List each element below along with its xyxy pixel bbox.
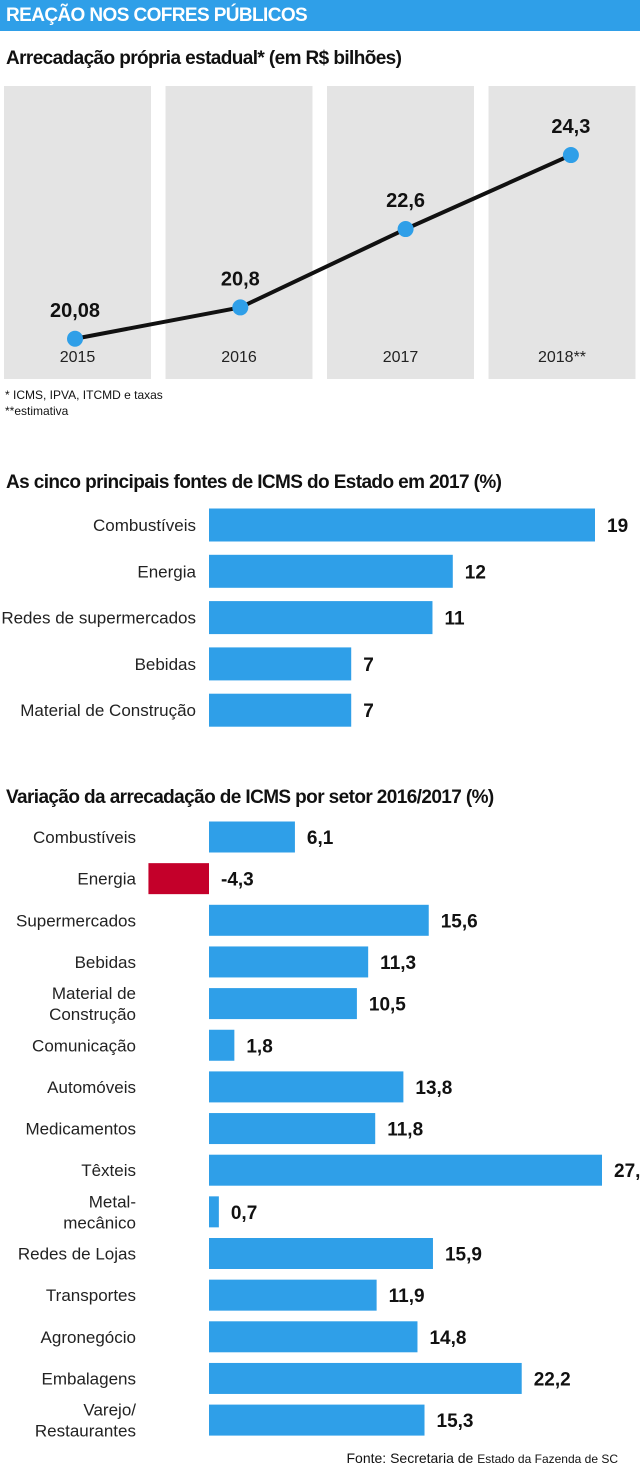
variation-title: Variação da arrecadação de ICMS por seto… xyxy=(6,787,494,808)
value-label: 7 xyxy=(363,655,374,676)
data-point xyxy=(232,299,249,316)
bar xyxy=(209,988,357,1020)
category-label: Combustíveis xyxy=(93,516,196,535)
value-label: 14,8 xyxy=(429,1328,466,1349)
category-label: Automóveis xyxy=(47,1078,136,1097)
value-label: 6,1 xyxy=(307,828,334,849)
value-label: -4,3 xyxy=(221,870,254,891)
value-label: 10,5 xyxy=(369,995,406,1016)
bar xyxy=(209,508,595,542)
value-label: 19 xyxy=(607,516,628,537)
category-label: Material de Construção xyxy=(20,701,196,720)
header-title: REAÇÃO NOS COFRES PÚBLICOS xyxy=(6,5,308,26)
x-tick-label: 2015 xyxy=(60,349,96,366)
source-note: Fonte: Secretaria de Estado da Fazenda d… xyxy=(346,1450,618,1466)
bar xyxy=(209,1071,404,1103)
bar xyxy=(209,647,352,681)
value-label: 11 xyxy=(444,609,465,630)
bar xyxy=(209,904,429,936)
value-label: 13,8 xyxy=(415,1078,452,1099)
bar xyxy=(209,1113,376,1145)
category-label: Redes de Lojas xyxy=(18,1245,136,1264)
bar xyxy=(209,1321,418,1353)
data-point xyxy=(67,330,83,347)
data-label: 20,08 xyxy=(50,300,100,322)
bar xyxy=(209,554,453,588)
category-label: Transportes xyxy=(46,1286,136,1305)
x-tick-label: 2016 xyxy=(221,349,257,366)
category-label: Energia xyxy=(77,870,136,889)
value-label: 11,8 xyxy=(387,1120,423,1141)
category-label: Agronegócio xyxy=(41,1328,136,1347)
category-label: Metal-mecânico xyxy=(63,1192,136,1232)
category-label: Embalagens xyxy=(41,1369,136,1388)
data-label: 24,3 xyxy=(551,116,590,138)
bar xyxy=(209,1238,433,1269)
category-label: Têxteis xyxy=(81,1161,136,1180)
top-sources-chart: 19 Combustíveis 12 Energia 11 Redes de superm… xyxy=(1,508,628,727)
source-prefix: Fonte: Secretaria de xyxy=(346,1450,474,1466)
value-label: 12 xyxy=(465,562,486,583)
bar xyxy=(209,1279,377,1311)
bar xyxy=(209,821,295,853)
category-label: Bebidas xyxy=(75,953,136,972)
value-label: 0,7 xyxy=(231,1203,257,1224)
value-label: 15,9 xyxy=(445,1245,482,1266)
bar xyxy=(209,1154,602,1186)
note-2: **estimativa xyxy=(5,404,69,418)
category-label: Redes de supermercados xyxy=(1,609,196,628)
x-tick-label: 2018** xyxy=(538,349,586,366)
category-label: Supermercados xyxy=(16,911,136,930)
data-label: 22,6 xyxy=(386,190,425,212)
value-label: 1,8 xyxy=(246,1036,272,1057)
series-line xyxy=(74,153,572,341)
x-tick-label: 2017 xyxy=(383,349,419,366)
data-point xyxy=(397,221,414,238)
category-label: Medicamentos xyxy=(25,1120,136,1139)
value-label: 11,3 xyxy=(380,953,416,974)
variation-chart: 6,1 Combustíveis -4,3 Energia 15,6 Supermerca… xyxy=(16,821,640,1441)
bar xyxy=(209,1029,235,1061)
bar xyxy=(209,693,352,727)
value-label: 22,2 xyxy=(534,1369,571,1390)
year-panel xyxy=(165,86,313,379)
category-label: Comunicação xyxy=(32,1036,136,1055)
value-label: 7 xyxy=(363,701,374,722)
source-rest: Estado da Fazenda de SC xyxy=(477,1452,618,1466)
line-chart-notes: * ICMS, IPVA, ITCMD e taxas **estimativa xyxy=(5,387,163,419)
value-label: 15,3 xyxy=(437,1411,474,1432)
value-label: 11,9 xyxy=(389,1286,425,1307)
year-panel xyxy=(488,86,636,379)
bar xyxy=(209,946,369,978)
category-label: Bebidas xyxy=(135,655,196,674)
bar xyxy=(209,1196,219,1228)
bar xyxy=(209,1362,522,1394)
data-point xyxy=(562,147,579,164)
data-label: 20,8 xyxy=(221,268,260,290)
category-label: Material de Construção xyxy=(49,984,136,1024)
top-sources-title: As cinco principais fontes de ICMS do Es… xyxy=(6,472,502,493)
bar xyxy=(148,863,209,895)
header-bar: REAÇÃO NOS COFRES PÚBLICOS xyxy=(0,0,640,31)
category-label: Energia xyxy=(137,562,196,581)
category-label: Combustíveis xyxy=(33,828,136,847)
value-label: 15,6 xyxy=(441,911,478,932)
note-1: * ICMS, IPVA, ITCMD e taxas xyxy=(5,388,163,402)
category-label: Varejo/Restaurantes xyxy=(35,1401,136,1441)
line-chart-title: Arrecadação própria estadual* (em R$ bil… xyxy=(6,48,402,69)
bar xyxy=(209,601,433,635)
line-chart: 2015 2016 2017 2018** 20,08 20,8 22,6 24,3 xyxy=(4,86,636,379)
value-label: 27,9 xyxy=(614,1161,640,1182)
bar xyxy=(209,1404,425,1436)
